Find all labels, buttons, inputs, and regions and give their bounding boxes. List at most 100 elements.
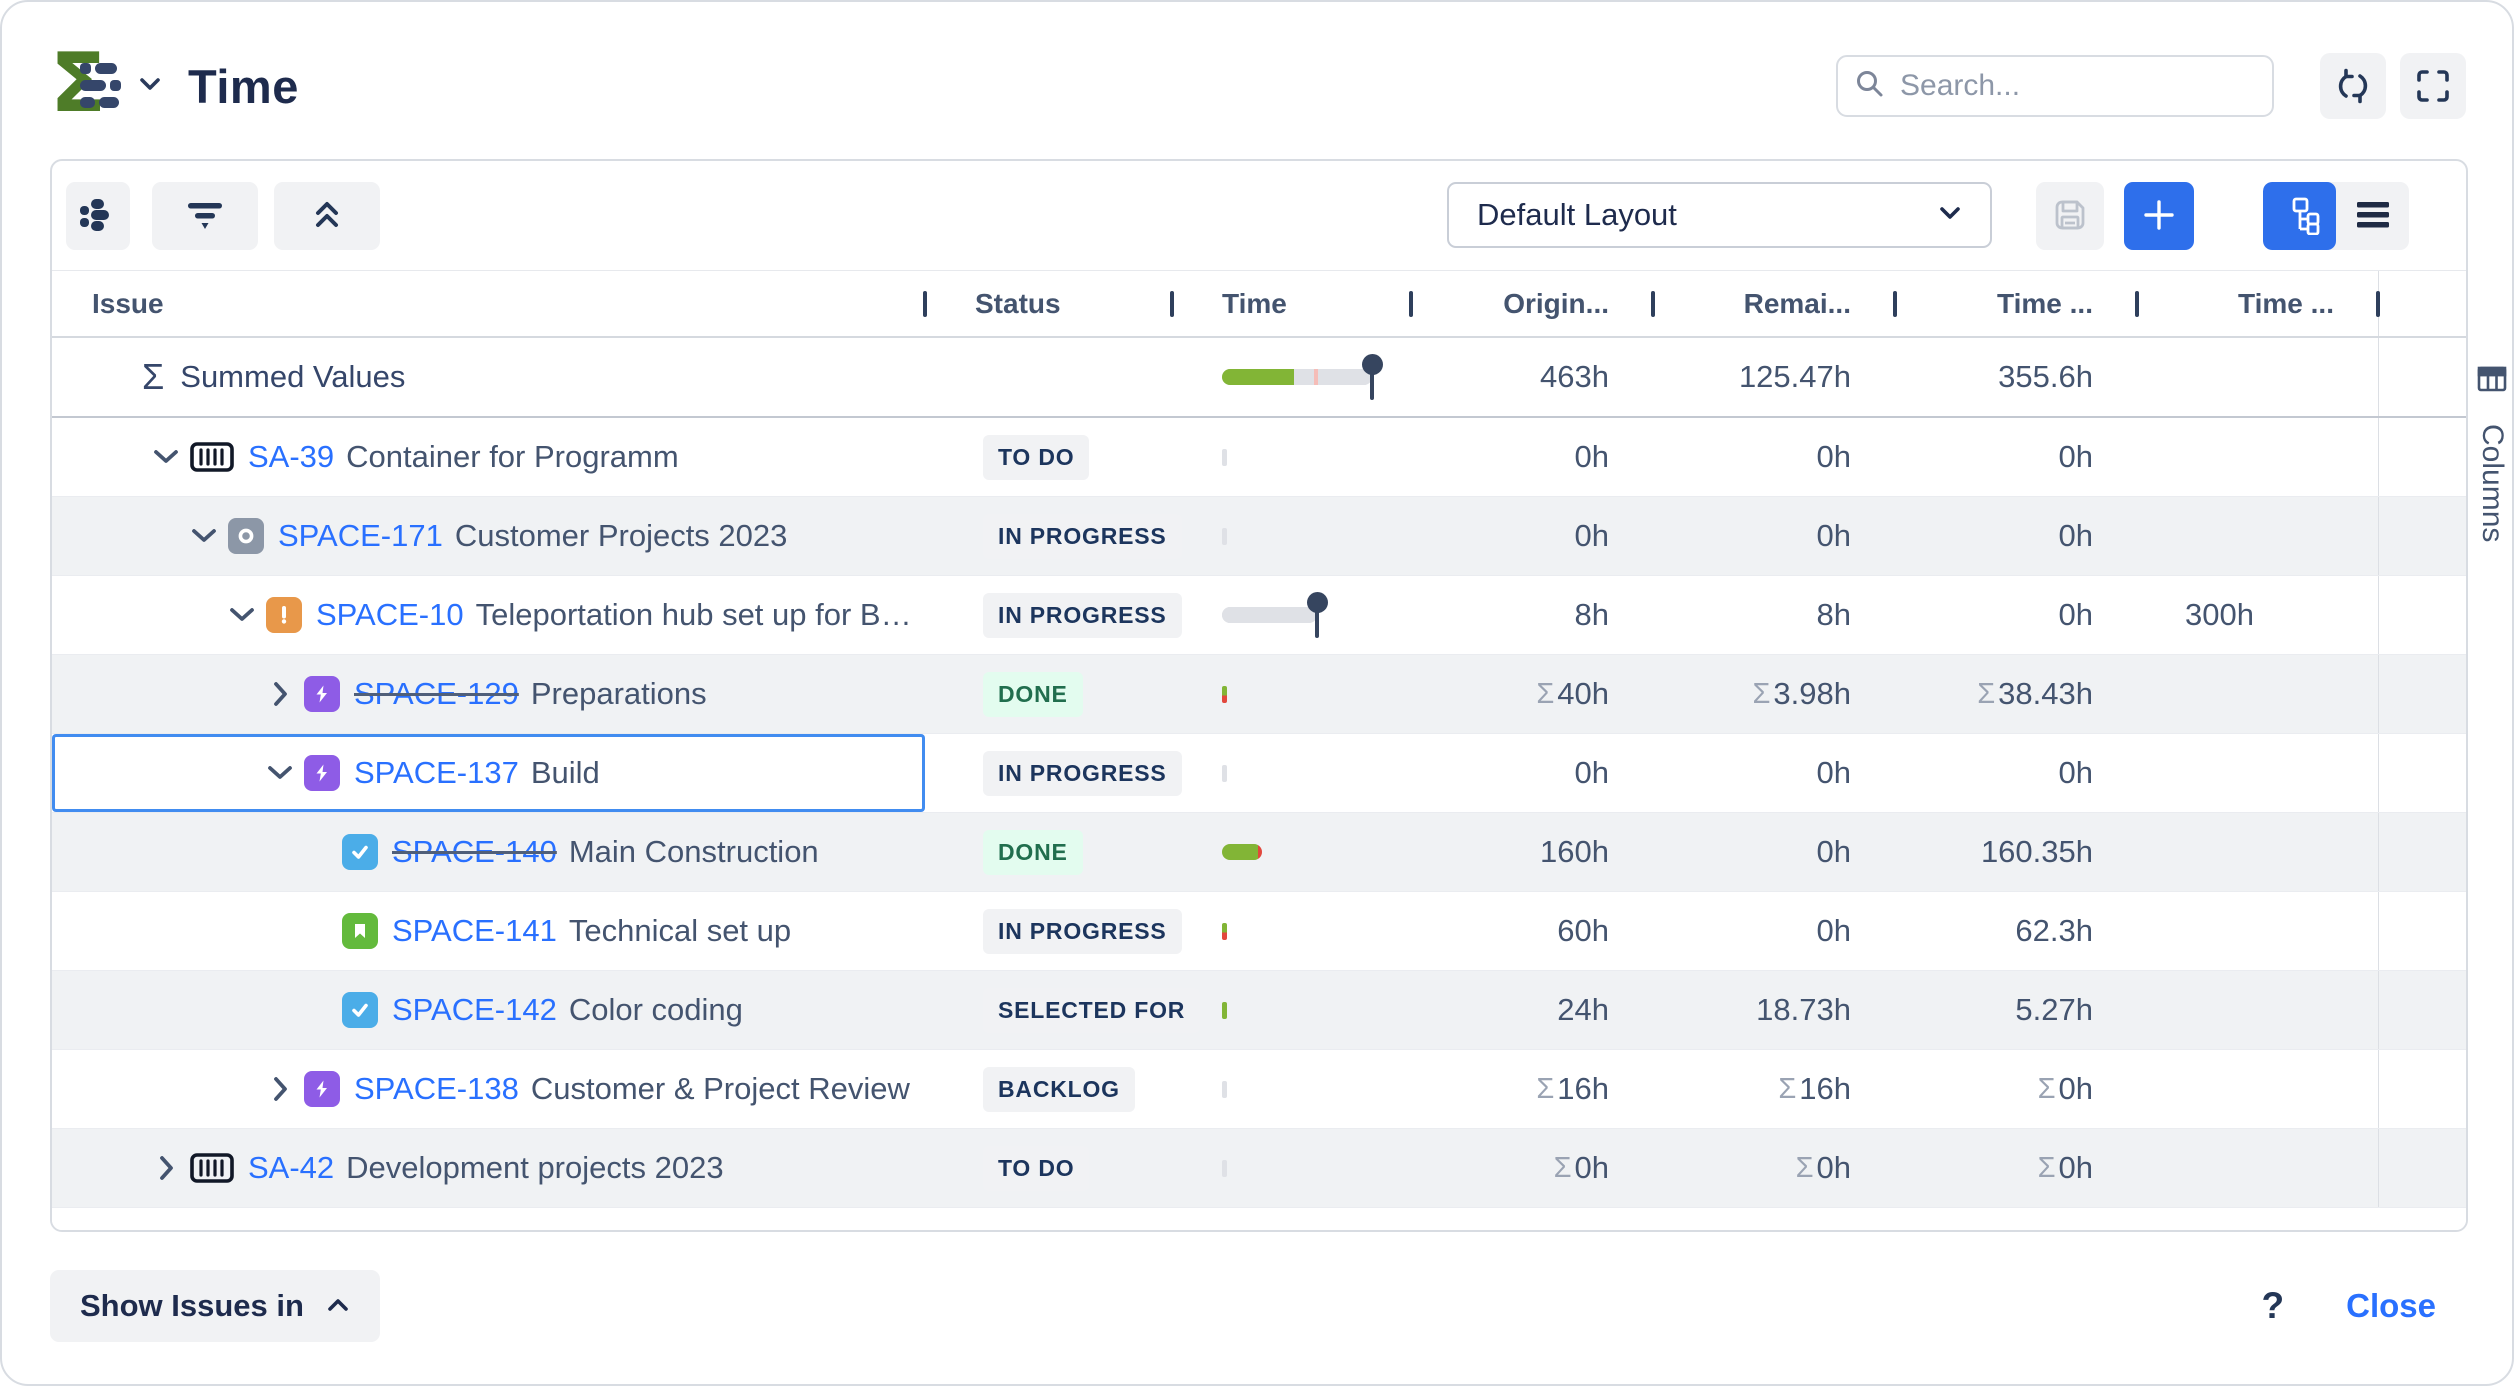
indent-spacer — [142, 773, 256, 774]
refresh-button[interactable] — [2320, 53, 2386, 119]
expander-placeholder — [294, 971, 342, 1049]
time-bar-tick — [1222, 448, 1227, 466]
table-row[interactable]: SPACE-140 Main Construction DONE 160h 0h… — [52, 813, 2466, 892]
table-row[interactable]: SPACE-141 Technical set up IN PROGRESS 6… — [52, 892, 2466, 971]
column-resize-handle[interactable] — [2135, 290, 2139, 317]
layout-selector[interactable]: Default Layout — [1447, 182, 1992, 248]
chevron-down-icon[interactable] — [256, 734, 304, 812]
table-row[interactable]: SPACE-138 Customer & Project Review BACK… — [52, 1050, 2466, 1129]
view-mode-segmented-control — [2263, 182, 2409, 250]
issue-key-link[interactable]: SPACE-140 — [392, 834, 557, 869]
columns-table-icon — [2477, 365, 2507, 398]
issue-key-link[interactable]: SPACE-137 — [354, 755, 519, 790]
hamburger-icon — [2354, 199, 2392, 234]
column-header-issue[interactable]: Issue — [52, 271, 927, 336]
table-row[interactable]: SPACE-142 Color coding SELECTED FOR 24h … — [52, 971, 2466, 1050]
add-item-button[interactable] — [2124, 182, 2194, 250]
issue-key-link[interactable]: SPACE-129 — [354, 676, 519, 711]
issue-summary: Customer Projects 2023 — [454, 518, 788, 553]
chevron-right-icon[interactable] — [256, 655, 304, 733]
remaining-estimate: 0h — [1816, 439, 1851, 474]
table-row[interactable]: SPACE-129 Preparations DONE Σ 40h Σ 3.98h … — [52, 655, 2466, 734]
status-badge: SELECTED FOR — [983, 987, 1201, 1033]
table-row[interactable]: SPACE-10 Teleportation hub set up for Be… — [52, 576, 2466, 655]
chevron-down-icon[interactable] — [142, 418, 190, 496]
time-spent-value: 0h — [1895, 734, 2137, 812]
time-spent: 38.43h — [1998, 676, 2093, 711]
column-resize-handle[interactable] — [923, 290, 927, 317]
indent-spacer — [142, 615, 218, 616]
chevron-down-icon[interactable] — [218, 576, 266, 654]
show-issues-in-button[interactable]: Show Issues in — [50, 1270, 380, 1342]
app-logo-sigma-icon[interactable]: Σ — [50, 36, 128, 131]
component-type-icon — [228, 518, 264, 554]
column-header-time-extra[interactable]: Time ... — [2137, 271, 2380, 336]
filter-button[interactable] — [152, 182, 258, 250]
column-header-status[interactable]: Status — [925, 271, 1174, 336]
group-by-button[interactable] — [66, 182, 130, 250]
help-button[interactable]: ? — [2261, 1285, 2285, 1326]
row-filler — [2379, 497, 2466, 575]
remaining-estimate: 0h — [1816, 913, 1851, 948]
column-header-time-spent[interactable]: Time ... — [1895, 271, 2139, 336]
table-row[interactable]: SPACE-171 Customer Projects 2023 IN PROG… — [52, 497, 2466, 576]
collapse-all-button[interactable] — [274, 182, 380, 250]
issue-summary: Customer & Project Review — [530, 1071, 910, 1106]
sigma-sum-icon: Σ — [2037, 1151, 2056, 1184]
chevron-down-icon[interactable] — [180, 497, 228, 575]
issue-key-link[interactable]: SPACE-10 — [316, 597, 464, 632]
column-header-time[interactable]: Time — [1172, 271, 1413, 336]
column-resize-handle[interactable] — [1893, 290, 1897, 317]
issue-summary: Color coding — [568, 992, 743, 1027]
issue-summary: Build — [530, 755, 600, 790]
remaining-estimate-value: 0h — [1653, 813, 1895, 891]
column-resize-handle[interactable] — [1409, 290, 1413, 317]
time-extra: 300h — [2185, 597, 2254, 632]
remaining-estimate: 8h — [1816, 597, 1851, 632]
column-resize-handle[interactable] — [1651, 290, 1655, 317]
list-view-button[interactable] — [2336, 182, 2409, 250]
chevron-right-icon[interactable] — [256, 1050, 304, 1128]
table-row[interactable]: SA-39 Container for Programm TO DO 0h 0h… — [52, 418, 2466, 497]
issue-key-link[interactable]: SPACE-141 — [392, 913, 557, 948]
toolbar: Default Layout — [52, 161, 2466, 271]
time-extra-value — [2137, 1050, 2379, 1128]
time-extra-value — [2137, 418, 2379, 496]
row-filler — [2379, 1129, 2466, 1207]
issue-key-link[interactable]: SPACE-138 — [354, 1071, 519, 1106]
top-header: Σ Time — [50, 36, 2466, 134]
save-layout-button[interactable] — [2036, 182, 2104, 250]
column-resize-handle[interactable] — [2376, 290, 2380, 317]
time-spent: 0h — [2058, 755, 2093, 790]
columns-side-tab[interactable]: Columns — [2470, 159, 2512, 1232]
issue-key-link[interactable]: SA-42 — [248, 1150, 335, 1185]
column-header-original[interactable]: Origin... — [1411, 271, 1655, 336]
search-input[interactable] — [1900, 69, 2256, 103]
container-type-icon — [190, 439, 234, 475]
column-resize-handle[interactable] — [1170, 290, 1174, 317]
remaining-estimate-value: Σ 16h — [1653, 1050, 1895, 1128]
column-header-remaining[interactable]: Remai... — [1653, 271, 1897, 336]
status-badge: IN PROGRESS — [983, 513, 1182, 559]
issue-key-link[interactable]: SPACE-171 — [278, 518, 443, 553]
time-spent-value: 5.27h — [1895, 971, 2137, 1049]
chevron-right-icon[interactable] — [142, 1129, 190, 1207]
column-header-label: Issue — [92, 287, 164, 319]
column-header-label: Time ... — [1997, 287, 2093, 319]
fullscreen-button[interactable] — [2400, 53, 2466, 119]
app-switcher-chevron-down-icon[interactable] — [138, 76, 162, 97]
original-estimate-value: 8h — [1411, 576, 1653, 654]
tree-view-button[interactable] — [2263, 182, 2336, 250]
issue-key-link[interactable]: SPACE-142 — [392, 992, 557, 1027]
column-header-label: Origin... — [1503, 287, 1609, 319]
table-row[interactable]: SPACE-137 Build IN PROGRESS 0h 0h 0h — [52, 734, 2466, 813]
time-extra-value — [2137, 813, 2379, 891]
status-badge: TO DO — [983, 1145, 1090, 1191]
issue-key-link[interactable]: SA-39 — [248, 439, 335, 474]
close-button[interactable]: Close — [2346, 1287, 2436, 1324]
original-estimate: 0h — [1574, 1150, 1609, 1185]
time-spent-value: Σ 0h — [1895, 1129, 2137, 1207]
time-bar-cell — [1172, 813, 1411, 891]
indent-spacer — [142, 1089, 256, 1090]
